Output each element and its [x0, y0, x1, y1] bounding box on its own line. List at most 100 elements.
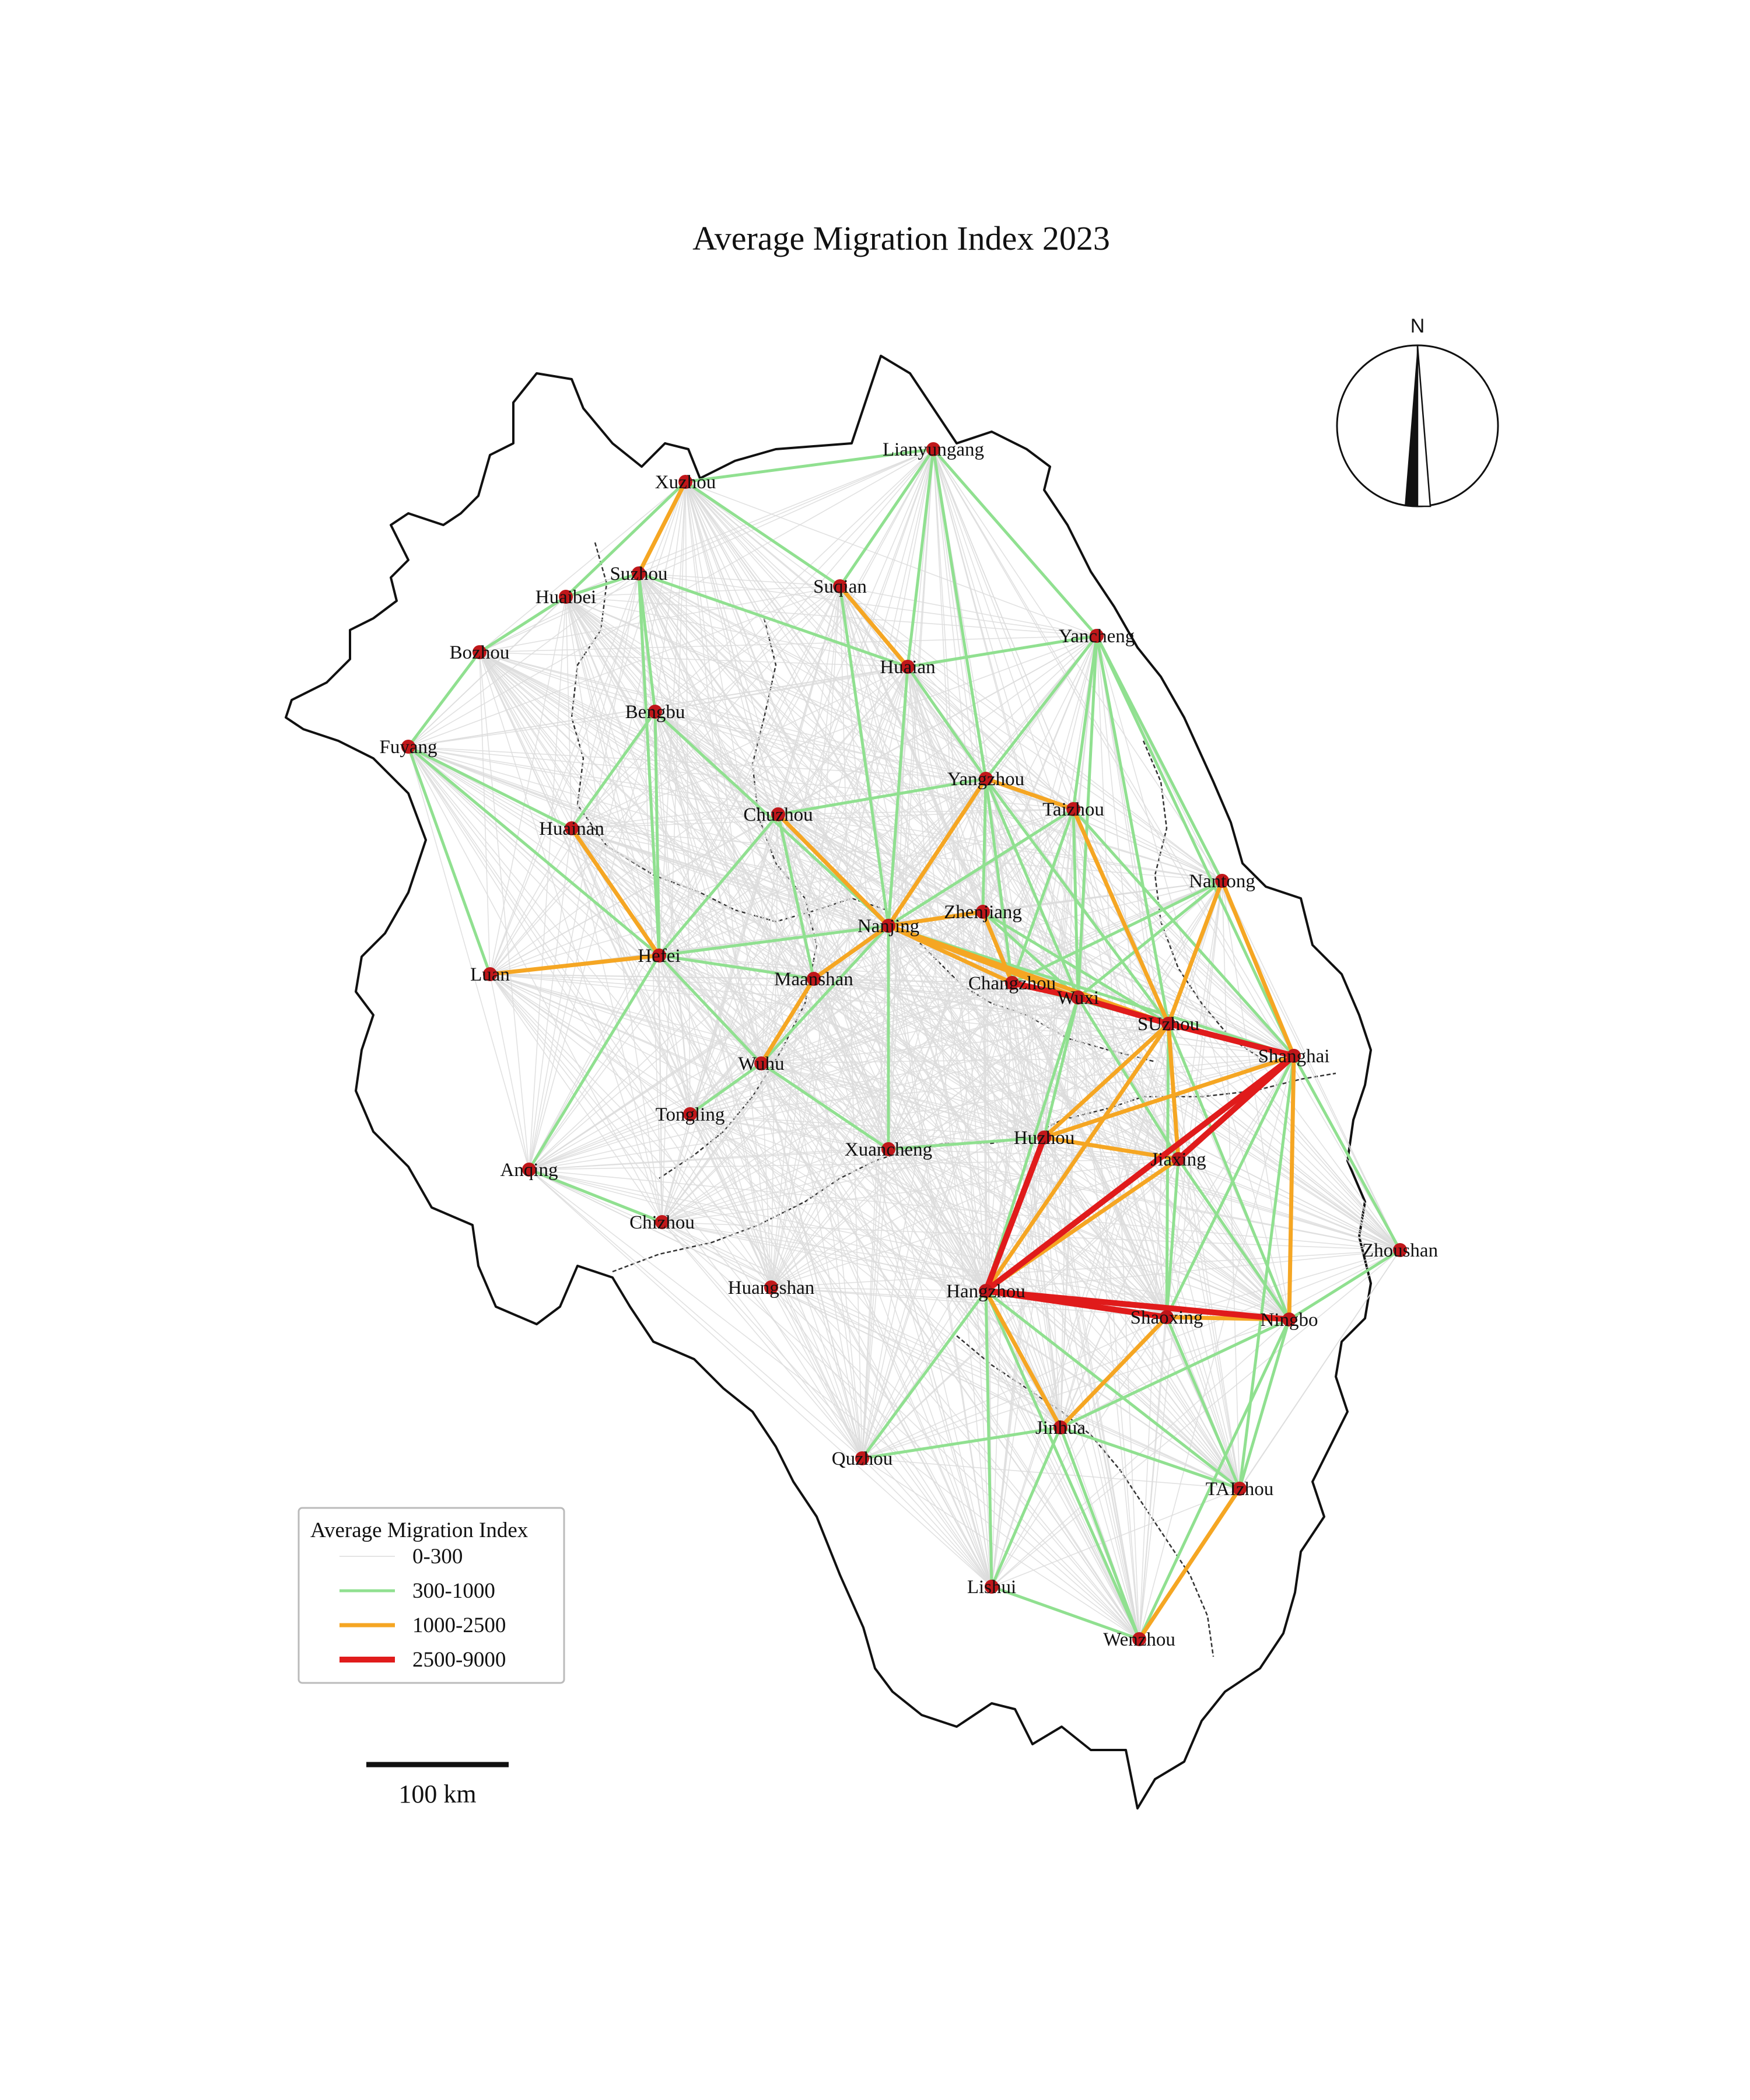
flow-line-0-300	[659, 635, 1097, 956]
flow-line-0-300	[985, 1250, 1401, 1292]
flow-line-0-300	[991, 808, 1074, 1587]
flow-line-0-300	[1178, 880, 1223, 1160]
flow-line-0-300	[1096, 635, 1179, 1160]
flow-line-0-300	[888, 1149, 1401, 1251]
flow-line-0-300	[771, 1287, 1140, 1640]
flow-line-0-300	[408, 746, 1294, 1056]
flow-line-300-1000	[1059, 1426, 1141, 1641]
flow-line-0-300	[991, 1317, 1167, 1587]
city-node-fuyang	[401, 740, 415, 754]
flow-line-0-300	[489, 974, 1140, 1640]
flow-line-0-300	[662, 982, 1013, 1223]
flow-line-0-300	[479, 652, 530, 1170]
flow-line-0-300	[565, 596, 691, 1115]
flow-line-0-300	[528, 982, 1013, 1170]
flow-line-0-300	[571, 573, 639, 829]
flow-line-0-300	[528, 778, 986, 1170]
flow-line-0-300	[813, 978, 1169, 1024]
flow-line-0-300	[690, 1114, 1179, 1160]
flow-line-0-300	[489, 828, 572, 975]
flow-line-0-300	[1060, 1023, 1169, 1428]
flow-line-300-1000	[1072, 807, 1296, 1058]
flow-line-0-300	[690, 449, 934, 1115]
flow-line-0-300	[862, 1158, 1179, 1459]
flow-line-0-300	[489, 596, 566, 975]
flow-line-0-300	[662, 1149, 889, 1223]
flow-line-0-300	[985, 778, 1045, 1138]
flow-line-0-300	[813, 778, 986, 979]
city-node-lishui	[985, 1580, 999, 1594]
city-node-nanjing	[881, 919, 895, 933]
flow-line-0-300	[528, 1158, 1179, 1170]
flow-line-300-1000	[1165, 1315, 1241, 1490]
flow-line-0-300	[1139, 1055, 1294, 1640]
flow-line-0-300	[662, 1222, 1140, 1640]
flow-line-0-300	[1222, 880, 1290, 1320]
flow-line-0-300	[528, 911, 984, 1170]
flow-line-1000-2500	[984, 776, 1076, 811]
flow-line-0-300	[571, 828, 1179, 1160]
city-node-bozhou	[473, 645, 487, 659]
city-label-chizhou: Chizhou	[629, 1212, 695, 1233]
city-label-lianyungang: Lianyungang	[883, 439, 984, 460]
city-node-hangzhou	[979, 1284, 993, 1298]
flow-line-0-300	[1073, 808, 1240, 1489]
flow-line-300-1000	[984, 996, 1080, 1293]
flow-line-0-300	[489, 974, 992, 1587]
flow-line-0-300	[933, 449, 1167, 1318]
flow-line-0-300	[778, 814, 1167, 1318]
flows-2500-9000	[983, 980, 1297, 1322]
flow-line-300-1000	[1165, 1157, 1180, 1319]
flow-line-0-300	[528, 1114, 691, 1170]
flow-line-0-300	[408, 746, 1013, 984]
flow-line-0-300	[662, 1222, 772, 1288]
flow-line-0-300	[489, 974, 762, 1064]
flow-line-0-300	[991, 1250, 1401, 1587]
flow-line-300-1000	[906, 447, 935, 668]
flow-line-0-300	[528, 1169, 1240, 1489]
city-label-tongling: Tongling	[656, 1104, 725, 1125]
flow-line-0-300	[654, 711, 1013, 984]
flow-line-0-300	[528, 828, 572, 1170]
flow-line-0-300	[528, 1169, 992, 1587]
flow-line-0-300	[1139, 880, 1223, 1640]
flow-line-0-300	[408, 586, 841, 747]
flow-line-0-300	[479, 652, 1179, 1160]
flow-line-0-300	[528, 1169, 986, 1292]
flow-line-0-300	[888, 1149, 1240, 1489]
city-node-wuxi	[1071, 991, 1085, 1005]
flow-line-0-300	[654, 666, 908, 712]
city-label-shanghai: Shanghai	[1258, 1046, 1330, 1067]
flow-line-0-300	[1044, 1137, 1140, 1640]
flow-line-0-300	[839, 586, 1074, 810]
flow-line-300-1000	[570, 710, 657, 830]
city-node-xuancheng	[881, 1142, 895, 1156]
flow-line-0-300	[1044, 635, 1097, 1138]
flow-line-0-300	[408, 746, 863, 1459]
city-node-shaoxing	[1160, 1310, 1174, 1324]
city-node-anqing	[522, 1163, 536, 1177]
flow-line-1000-2500	[1166, 1021, 1181, 1161]
flow-line-0-300	[638, 573, 663, 1223]
flow-line-0-300	[813, 978, 1013, 984]
flow-line-0-300	[571, 828, 1223, 881]
flow-line-300-1000	[860, 1289, 988, 1460]
flow-line-0-300	[888, 925, 1240, 1489]
flow-line-0-300	[571, 814, 779, 829]
flow-line-300-1000	[1238, 1318, 1291, 1490]
flow-line-300-1000	[1072, 634, 1098, 811]
city-label-shaoxing: Shaoxing	[1130, 1307, 1203, 1328]
flow-line-0-300	[659, 955, 889, 1150]
flow-line-0-300	[565, 596, 1169, 1024]
flow-line-300-1000	[984, 1289, 1241, 1490]
flow-line-0-300	[659, 955, 1061, 1428]
flow-line-0-300	[571, 828, 863, 1459]
flow-line-0-300	[771, 1250, 1401, 1288]
city-node-huaian	[901, 660, 915, 674]
flow-line-0-300	[638, 573, 986, 779]
flow-line-0-300	[761, 1063, 1401, 1251]
flow-line-0-300	[659, 955, 863, 1459]
flow-line-0-300	[659, 955, 772, 1288]
flow-line-0-300	[888, 925, 986, 1292]
flow-line-0-300	[479, 481, 686, 653]
